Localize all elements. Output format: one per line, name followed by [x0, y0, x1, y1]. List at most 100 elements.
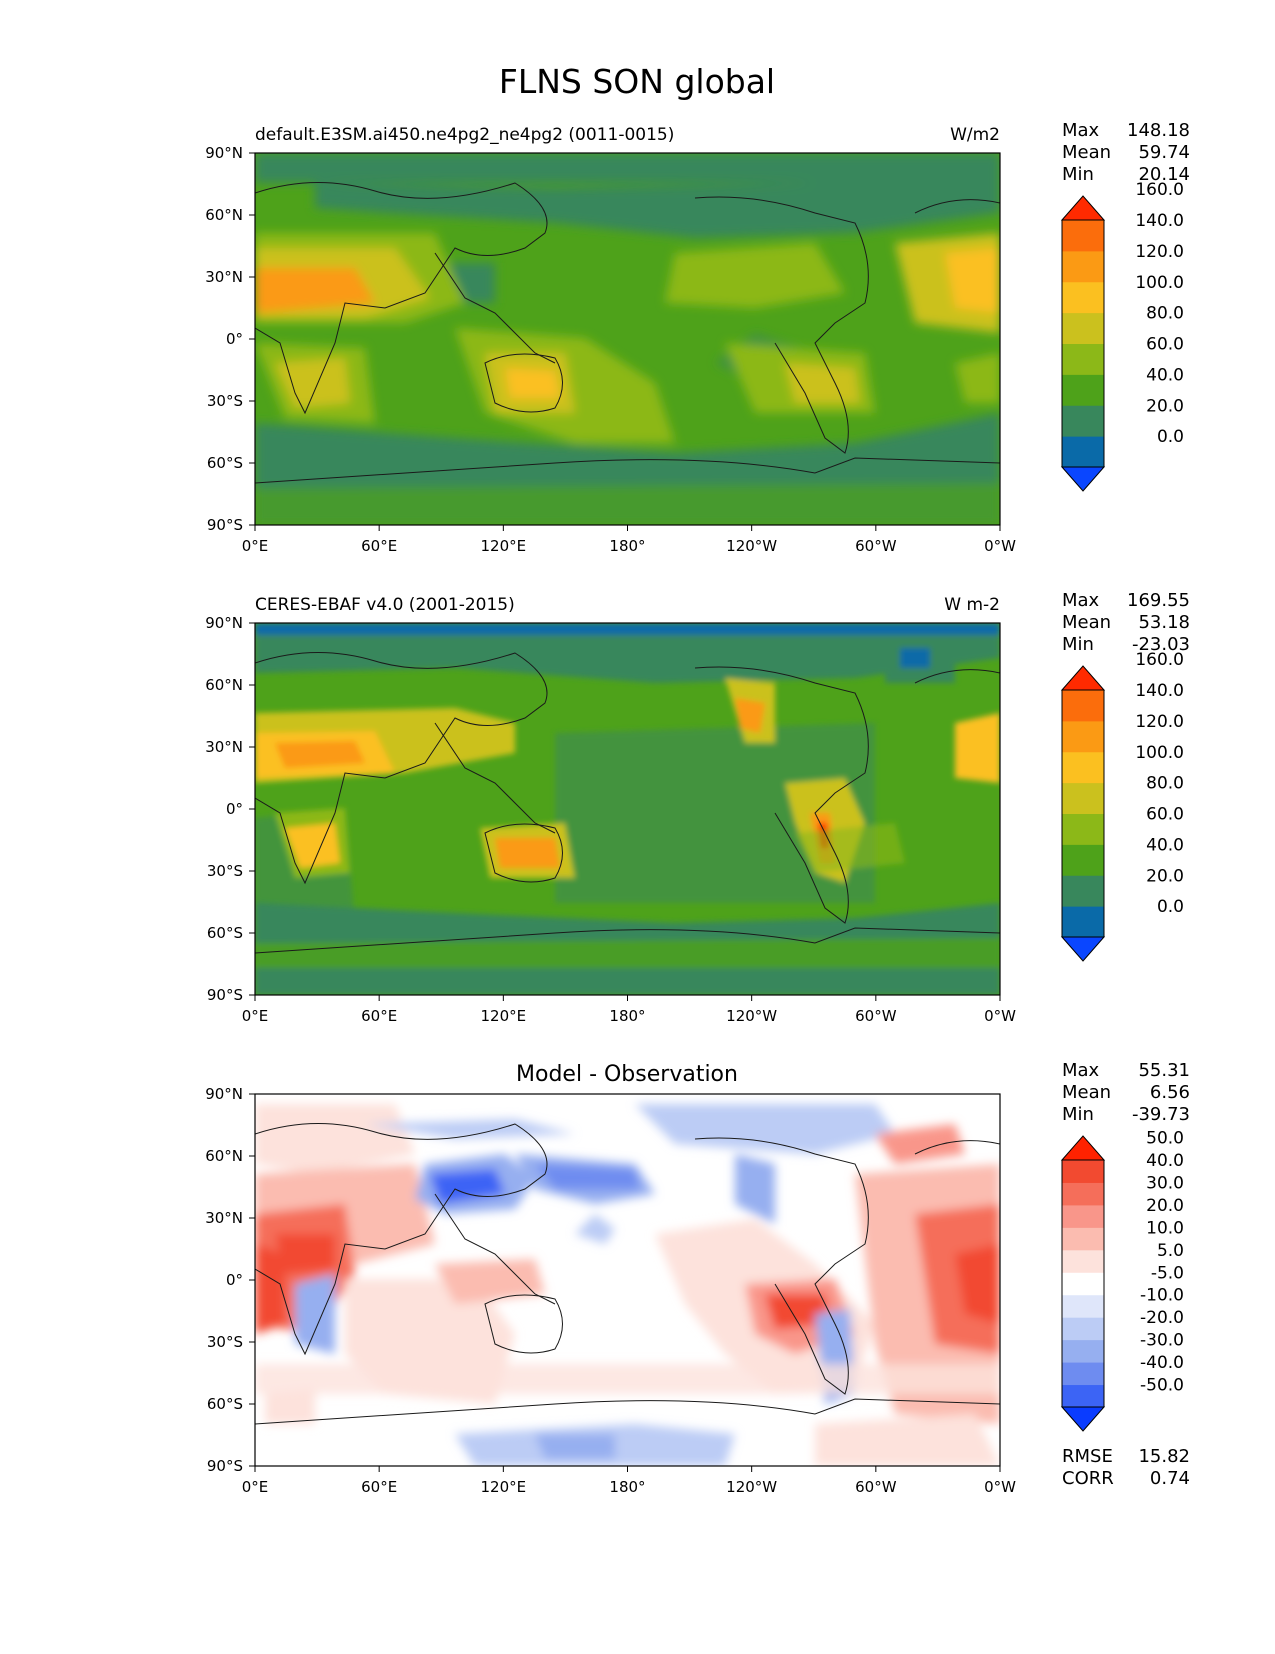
x-tick-label: 60°W — [855, 1007, 897, 1025]
x-tick-label: 0°E — [242, 1478, 269, 1496]
x-tick-label: 0°E — [242, 537, 269, 555]
colorbar-frame — [1061, 689, 1105, 938]
colorbar-label: -10.0 — [1140, 1286, 1184, 1306]
x-tick-label: 60°E — [361, 1478, 397, 1496]
x-tick-label: 120°E — [481, 1478, 527, 1496]
colorbar-label: 80.0 — [1146, 304, 1184, 324]
axis-ticks: 0°E 60°E 120°E 180° 120°W 60°W 0°W 90°N 60°N 30°N… — [205, 614, 1016, 1025]
stats-observation: Max 169.55 Mean 53.18 Min -23.03 — [1062, 590, 1190, 655]
colorbar-swatch — [1062, 436, 1104, 468]
colorbar-swatch — [1062, 1227, 1104, 1251]
x-tick-label: 0°W — [984, 1478, 1016, 1496]
stat-label: CORR — [1062, 1468, 1114, 1489]
colorbar-label: -30.0 — [1140, 1331, 1184, 1351]
panel-title-right: W/m2 — [950, 125, 1000, 145]
colorbar-swatch — [1062, 906, 1104, 938]
colorbar-swatch — [1062, 312, 1104, 344]
stat-label: Max — [1062, 120, 1100, 141]
stat-value: 0.74 — [1150, 1468, 1190, 1489]
colorbar-extend-max — [1060, 195, 1106, 221]
y-tick-label: 0° — [226, 800, 243, 818]
colorbar-swatch — [1062, 374, 1104, 406]
colorbar-swatch — [1062, 281, 1104, 314]
stat-label: RMSE — [1062, 1446, 1113, 1467]
colorbar-label: 120.0 — [1135, 712, 1184, 732]
stat-value: 55.31 — [1138, 1060, 1190, 1081]
panel-title-center: Model - Observation — [516, 1062, 738, 1087]
colorbar-label: 100.0 — [1135, 273, 1184, 293]
stats-model: Max 148.18 Mean 59.74 Min 20.14 — [1062, 120, 1190, 185]
stat-value: 20.14 — [1138, 164, 1190, 185]
colorbar-extend-min — [1060, 1406, 1106, 1432]
stat-value: -39.73 — [1132, 1104, 1190, 1125]
colorbar-swatch — [1062, 1182, 1104, 1206]
colorbar-label: -5.0 — [1151, 1263, 1184, 1283]
coastlines — [255, 182, 1000, 484]
colorbar-label: 60.0 — [1146, 805, 1184, 825]
colorbar-swatch — [1062, 1160, 1104, 1183]
y-tick-label: 30°S — [207, 862, 243, 880]
colorbar-label: -40.0 — [1140, 1353, 1184, 1373]
colorbar-label: 100.0 — [1135, 743, 1184, 763]
colorbar-label: 20.0 — [1146, 1196, 1184, 1216]
colorbar-swatch — [1062, 1272, 1104, 1296]
y-tick-label: 30°N — [205, 738, 243, 756]
x-tick-label: 0°W — [984, 537, 1016, 555]
panel-title-left: default.E3SM.ai450.ne4pg2_ne4pg2 (0011-0… — [255, 125, 674, 145]
colorbar-model: 0.0 20.0 40.0 60.0 80.0 100.0 120.0 140.0 160.0 — [1060, 180, 1184, 492]
colorbar-label: 20.0 — [1146, 866, 1184, 886]
colorbar-extend-max — [1060, 665, 1106, 691]
colorbar-label: 0.0 — [1157, 427, 1184, 447]
colorbar-difference: -50.0 -40.0-30.0 -20.0-10.0 -5.05.0 10.020.0… — [1060, 1129, 1184, 1432]
x-tick-label: 120°E — [481, 537, 527, 555]
colorbar-swatch — [1062, 1362, 1104, 1386]
colorbar-label: 60.0 — [1146, 335, 1184, 355]
colorbar-label: 80.0 — [1146, 774, 1184, 794]
panel-model: default.E3SM.ai450.ne4pg2_ne4pg2 (0011-0… — [205, 125, 1016, 555]
colorbar-swatch — [1062, 250, 1104, 283]
y-tick-label: 60°N — [205, 1147, 243, 1165]
page-title: FLNS SON global — [499, 62, 775, 101]
x-tick-label: 60°E — [361, 1007, 397, 1025]
x-tick-label: 60°W — [855, 537, 897, 555]
y-tick-label: 90°N — [205, 144, 243, 162]
axis-ticks: 0°E 60°E 120°E 180° 120°W 60°W 0°W 90°N 60°N 30°N… — [205, 144, 1016, 555]
colorbar-swatch — [1062, 1249, 1104, 1273]
y-tick-label: 60°N — [205, 206, 243, 224]
stat-label: Min — [1062, 164, 1094, 185]
y-tick-label: 60°S — [207, 454, 243, 472]
stat-label: Mean — [1062, 142, 1111, 163]
map-observation — [255, 623, 1000, 995]
map-model — [255, 153, 1000, 525]
x-tick-label: 120°E — [481, 1007, 527, 1025]
colorbar-label: -20.0 — [1140, 1308, 1184, 1328]
axis-ticks: 0°E 60°E 120°E 180° 120°W 60°W 0°W 90°N 60°N 30°N… — [205, 1085, 1016, 1496]
stat-label: Max — [1062, 590, 1100, 611]
stat-label: Mean — [1062, 612, 1111, 633]
stats-rmse-corr: RMSE 15.82 CORR 0.74 — [1062, 1446, 1190, 1489]
y-tick-label: 60°S — [207, 1395, 243, 1413]
colorbar-swatch — [1062, 751, 1104, 784]
colorbar-label: 50.0 — [1146, 1129, 1184, 1149]
stat-value: 15.82 — [1138, 1446, 1190, 1467]
panel-title-left: CERES-EBAF v4.0 (2001-2015) — [255, 595, 515, 615]
colorbar-label: 140.0 — [1135, 681, 1184, 701]
x-tick-label: 180° — [609, 1007, 645, 1025]
colorbar-label: 0.0 — [1157, 897, 1184, 917]
stat-value: 148.18 — [1127, 120, 1190, 141]
y-tick-label: 0° — [226, 1271, 243, 1289]
y-tick-label: 30°S — [207, 392, 243, 410]
y-tick-label: 0° — [226, 330, 243, 348]
colorbar-swatch — [1062, 690, 1104, 722]
colorbar-label: -50.0 — [1140, 1376, 1184, 1396]
stat-value: -23.03 — [1132, 634, 1190, 655]
y-tick-label: 30°N — [205, 268, 243, 286]
y-tick-label: 90°N — [205, 614, 243, 632]
x-tick-label: 120°W — [726, 1478, 777, 1496]
colorbar-swatch — [1062, 343, 1104, 375]
stat-label: Min — [1062, 634, 1094, 655]
colorbar-extend-max — [1060, 1135, 1106, 1161]
panel-observation: CERES-EBAF v4.0 (2001-2015) W m-2 — [205, 595, 1016, 1025]
stat-label: Min — [1062, 1104, 1094, 1125]
